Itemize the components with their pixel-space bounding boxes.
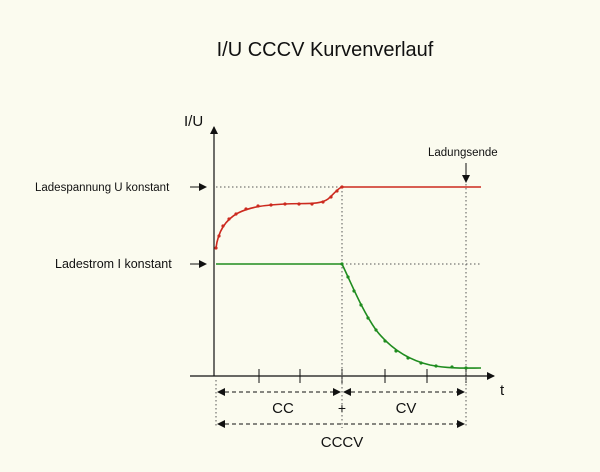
end-of-charge-label: Ladungsende [428, 147, 498, 159]
phase-separator-label: + [338, 400, 346, 416]
current-level-label: Ladestrom I konstant [55, 257, 172, 271]
cv-phase-label: CV [396, 400, 417, 417]
x-axis-label: t [500, 382, 505, 399]
voltage-curve-points [214, 185, 344, 250]
voltage-curve [215, 186, 481, 249]
y-axis-label: I/U [184, 113, 203, 130]
cccv-total-label: CCCV [321, 434, 364, 451]
current-curve-points [340, 262, 468, 370]
voltage-level-label: Ladespannung U konstant [35, 182, 170, 194]
current-curve [216, 263, 482, 369]
diagram-title: I/U CCCV Kurvenverlauf [217, 39, 434, 61]
guide-lines [215, 180, 481, 428]
cc-phase-label: CC [272, 400, 294, 417]
